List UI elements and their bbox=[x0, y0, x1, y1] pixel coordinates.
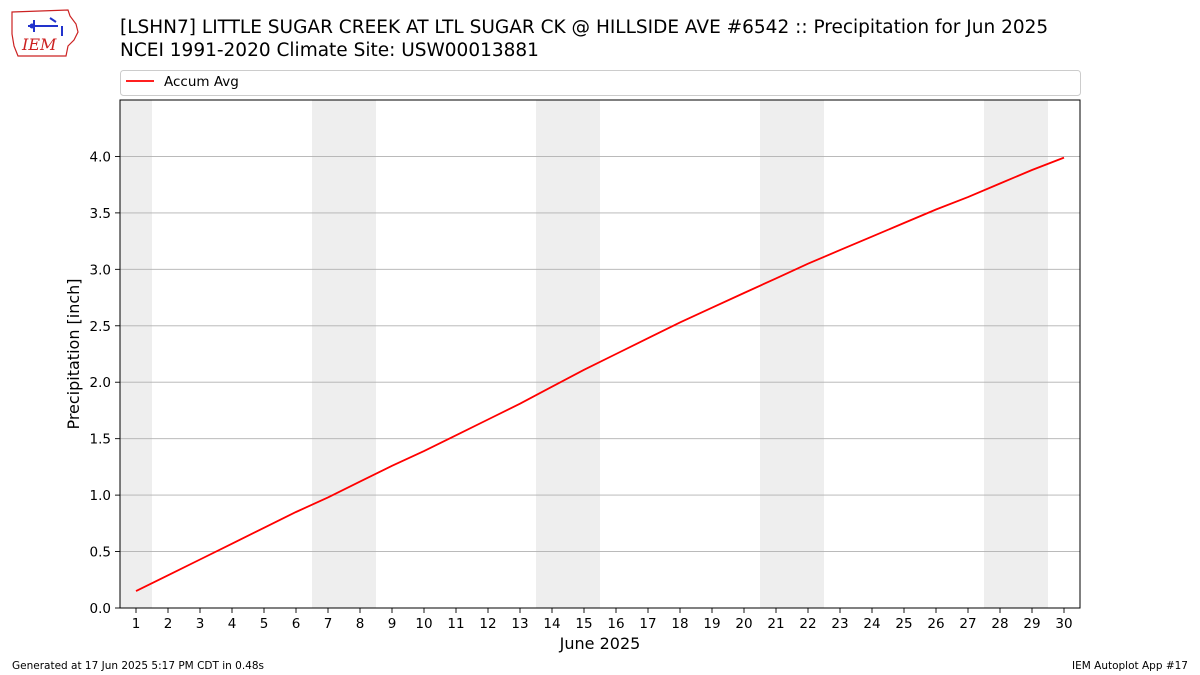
weekend-band bbox=[312, 100, 344, 608]
x-tick-label: 30 bbox=[1055, 616, 1072, 632]
weekend-band bbox=[536, 100, 568, 608]
iem-logo: IEM bbox=[11, 9, 79, 57]
x-tick-label: 28 bbox=[991, 616, 1008, 632]
app-credit: IEM Autoplot App #17 bbox=[1072, 660, 1188, 672]
x-tick-label: 25 bbox=[895, 616, 912, 632]
x-tick-label: 12 bbox=[479, 616, 496, 632]
y-tick-label: 1.0 bbox=[90, 488, 111, 504]
x-tick-label: 3 bbox=[196, 616, 205, 632]
x-tick-label: 7 bbox=[324, 616, 333, 632]
y-tick-label: 0.5 bbox=[90, 545, 111, 561]
x-tick-label: 29 bbox=[1023, 616, 1040, 632]
x-tick-label: 4 bbox=[228, 616, 237, 632]
y-tick-label: 2.0 bbox=[90, 375, 111, 391]
x-tick-label: 19 bbox=[703, 616, 720, 632]
x-tick-label: 1 bbox=[132, 616, 141, 632]
x-tick-label: 26 bbox=[927, 616, 944, 632]
x-tick-label: 14 bbox=[543, 616, 560, 632]
legend-box bbox=[120, 70, 1081, 96]
weekend-band bbox=[760, 100, 792, 608]
x-tick-label: 5 bbox=[260, 616, 269, 632]
logo-text: IEM bbox=[21, 35, 57, 54]
x-tick-label: 6 bbox=[292, 616, 301, 632]
x-tick-label: 13 bbox=[511, 616, 528, 632]
y-tick-label: 0.0 bbox=[90, 601, 111, 617]
legend: Accum Avg bbox=[120, 70, 1081, 96]
x-tick-label: 10 bbox=[415, 616, 432, 632]
y-tick-label: 3.0 bbox=[90, 262, 111, 278]
x-tick-label: 18 bbox=[671, 616, 688, 632]
y-tick-label: 2.5 bbox=[90, 319, 111, 335]
x-tick-label: 9 bbox=[388, 616, 397, 632]
y-tick-label: 3.5 bbox=[90, 206, 111, 222]
x-tick-label: 17 bbox=[639, 616, 656, 632]
series-line-accum-avg bbox=[135, 156, 1065, 592]
iowa-outline bbox=[11, 9, 79, 57]
plot-frame bbox=[119, 99, 1081, 609]
weekend-band bbox=[792, 100, 824, 608]
weekend-band bbox=[120, 100, 152, 608]
chart-subtitle: NCEI 1991-2020 Climate Site: USW00013881 bbox=[120, 40, 539, 61]
axes: 1 2 3 4 5 6 7 8 9 10 11 12 13 14 15 16 17 18 19 20 21 22 23 24 2… bbox=[64, 99, 1081, 653]
legend-label-accum-avg: Accum Avg bbox=[164, 74, 239, 90]
weekend-band bbox=[1016, 100, 1048, 608]
y-tick-label: 1.5 bbox=[90, 432, 111, 448]
weekend-band bbox=[344, 100, 376, 608]
x-tick-label: 2 bbox=[164, 616, 173, 632]
generated-timestamp: Generated at 17 Jun 2025 5:17 PM CDT in … bbox=[12, 660, 265, 672]
weekend-bands bbox=[120, 100, 1048, 608]
x-tick-label: 11 bbox=[447, 616, 464, 632]
x-tick-label: 8 bbox=[356, 616, 365, 632]
x-tick-label: 23 bbox=[831, 616, 848, 632]
x-tick-label: 21 bbox=[767, 616, 784, 632]
y-tick-label: 4.0 bbox=[90, 149, 111, 165]
x-axis-label: June 2025 bbox=[559, 634, 641, 653]
weekend-band bbox=[568, 100, 600, 608]
x-tick-label: 20 bbox=[735, 616, 752, 632]
station-dot bbox=[29, 23, 35, 29]
series-lines bbox=[135, 156, 1065, 592]
chart-title: [LSHN7] LITTLE SUGAR CREEK AT LTL SUGAR … bbox=[120, 17, 1049, 38]
weekend-band bbox=[984, 100, 1016, 608]
y-axis-label: Precipitation [inch] bbox=[64, 278, 83, 429]
x-tick-label: 27 bbox=[959, 616, 976, 632]
x-tick-label: 22 bbox=[799, 616, 816, 632]
x-tick-label: 16 bbox=[607, 616, 624, 632]
x-tick-label: 24 bbox=[863, 616, 880, 632]
x-tick-label: 15 bbox=[575, 616, 592, 632]
